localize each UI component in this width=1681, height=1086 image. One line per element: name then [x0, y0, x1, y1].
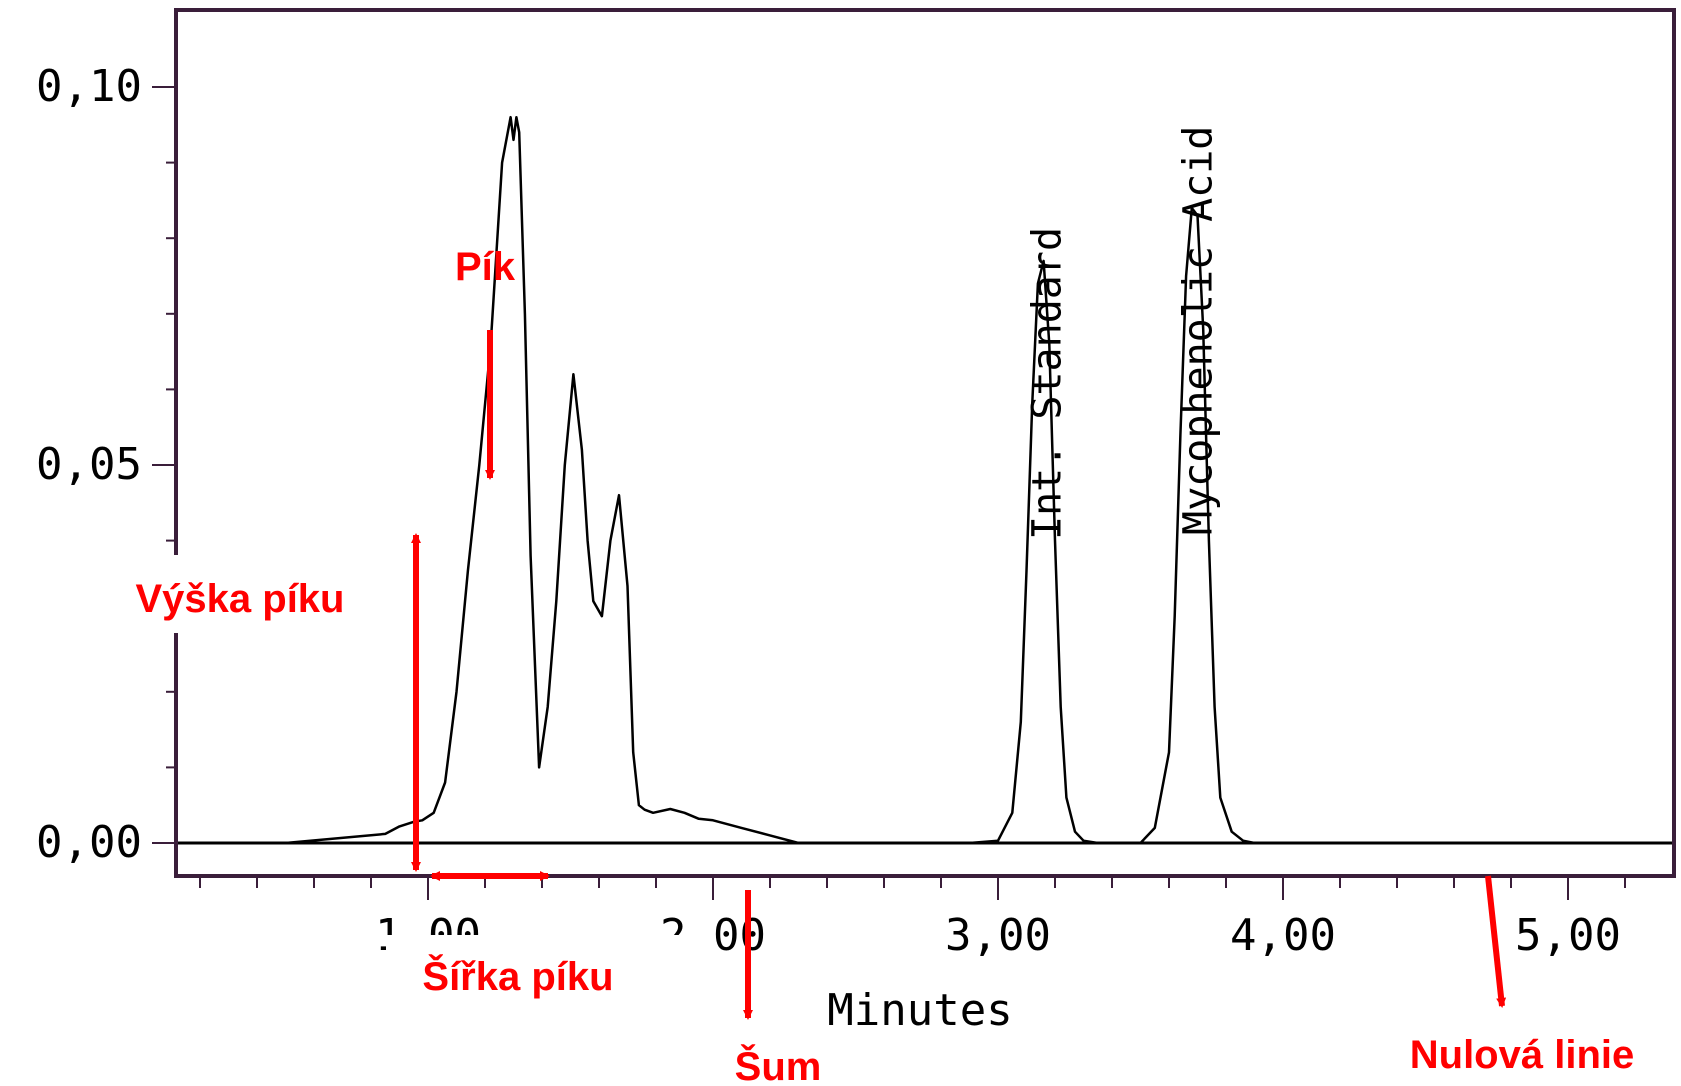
peak-width-label-box: [386, 935, 704, 1013]
annotation-peak-height: Výška píku: [38, 533, 421, 872]
baseline-arrow: [1485, 875, 1507, 1008]
y-tick-label: 0,10: [36, 61, 142, 112]
y-tick-label: 0,05: [36, 439, 142, 490]
peak-height-label-box: [38, 555, 386, 633]
x-tick-label: 5,00: [1515, 910, 1621, 961]
peak-label-int-standard: Int. Standard: [1024, 227, 1070, 540]
annotation-noise-label: Šum: [735, 1043, 822, 1086]
y-tick-label: 0,00: [36, 817, 142, 868]
annotation-baseline: Nulová linie: [1410, 875, 1635, 1077]
annotation-peak-width: Šířka píku: [386, 871, 704, 1013]
annotation-peak-width-label: Šířka píku: [422, 953, 613, 999]
annotation-peak-height-label: Výška píku: [135, 577, 344, 621]
x-axis-title: Minutes: [827, 985, 1012, 1036]
chromatogram-trace: [178, 115, 1672, 845]
annotation-peak-label: Pík: [455, 245, 516, 289]
annotation-noise: Šum: [658, 890, 900, 1086]
annotation-peak: Pík: [455, 245, 516, 480]
x-tick-label: 4,00: [1230, 910, 1336, 961]
x-tick-label: 3,00: [945, 910, 1051, 961]
annotation-baseline-label: Nulová linie: [1410, 1033, 1635, 1077]
plot-area-frame: [174, 8, 1676, 878]
peak-label-mycophenolic-acid: Mycophenolic Acid: [1176, 126, 1222, 535]
noise-label-box: [658, 1028, 900, 1086]
y-axis: 0,000,050,100,150,20: [36, 61, 176, 868]
